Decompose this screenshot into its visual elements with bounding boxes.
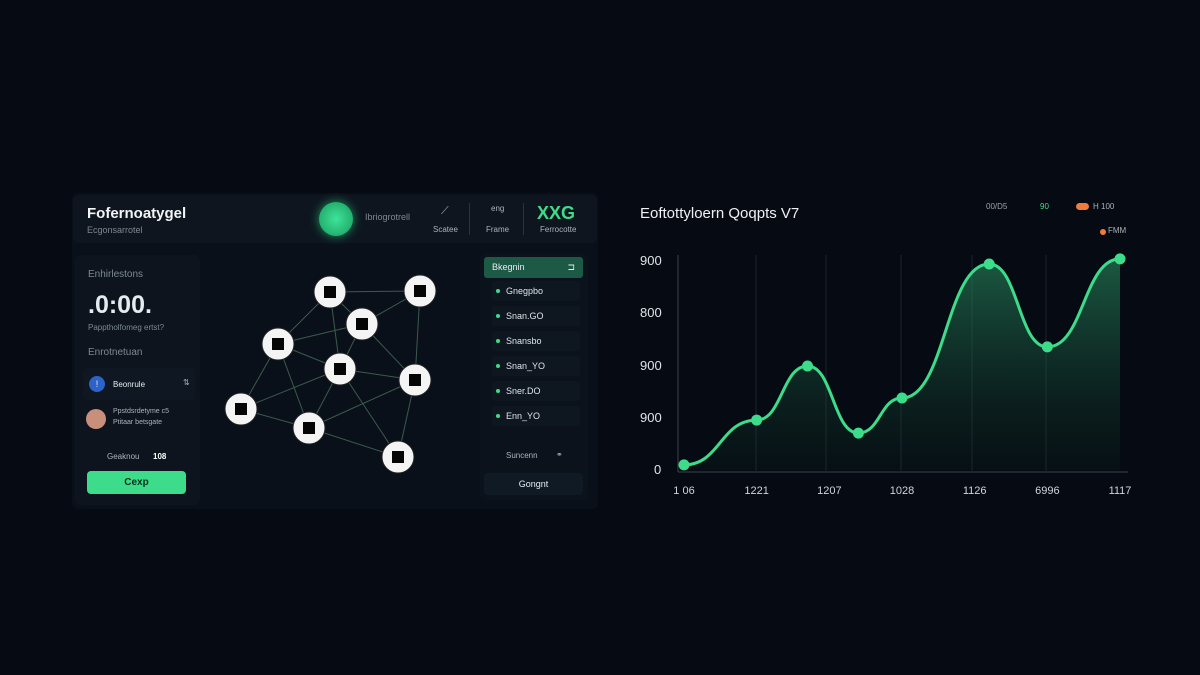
list-header[interactable]: Bkegnin ⊐ [484, 257, 583, 278]
list-item[interactable]: Snansbo [492, 331, 580, 351]
network-edge [240, 368, 341, 410]
y-tick-label: 900 [640, 253, 662, 268]
soccer-ball-icon[interactable] [292, 411, 326, 445]
legend-3: H 100 [1093, 202, 1115, 211]
timer-subtitle: Papptholfomeg ertst? [88, 323, 165, 332]
data-point[interactable] [852, 427, 864, 439]
data-point[interactable] [1114, 253, 1126, 265]
count-value: 108 [153, 452, 167, 461]
player-icon: ! [89, 376, 105, 392]
stat2-label: Frame [486, 225, 510, 234]
legend-swatch [1076, 203, 1089, 210]
xg-label: Ferrocotte [540, 225, 577, 234]
x-tick-label: 6996 [1035, 485, 1060, 497]
data-point[interactable] [751, 414, 763, 426]
divider [469, 203, 470, 235]
soccer-ball-icon[interactable] [381, 440, 415, 474]
x-tick-label: 1221 [744, 485, 769, 497]
match-card: Enhirlestons .0:00. Papptholfomeg ertst?… [75, 255, 200, 505]
footer-label: Suncenn [506, 451, 538, 460]
header-bar: Fofernoatygel Ecgonsarrotel Ibriogrotrel… [73, 195, 597, 243]
note-dot-icon [1100, 229, 1106, 235]
count-label: Geaknou [107, 452, 140, 461]
list-item-label: Snansbo [506, 336, 542, 346]
collapse-icon[interactable]: ⊐ [567, 262, 575, 272]
link-icon[interactable]: ⚭ [556, 450, 563, 459]
player-network [224, 274, 437, 474]
y-tick-label: 900 [640, 357, 662, 373]
avatar [86, 409, 106, 429]
app-title: Fofernoatygel [87, 205, 187, 222]
item2-line1: Ppstdsrdetyme c5 [113, 408, 170, 415]
soccer-ball-icon[interactable] [345, 307, 379, 341]
soccer-ball-icon[interactable] [261, 327, 295, 361]
primary-button[interactable]: Cexp [87, 471, 186, 494]
y-tick-label: 900 [640, 409, 662, 425]
legend-2: 90 [1040, 202, 1049, 211]
list-item-label: Enn_YO [506, 411, 541, 421]
team-logo-icon[interactable] [319, 202, 353, 236]
list-item-label: Snan.GO [506, 311, 544, 321]
status-dot-icon [496, 364, 500, 368]
status-dot-icon [496, 314, 500, 318]
match-timer: .0:00. [88, 291, 152, 319]
soccer-ball-icon[interactable] [403, 274, 437, 308]
list-item[interactable]: Snan.GO [492, 306, 580, 326]
status-dot-icon [496, 389, 500, 393]
area-fill [684, 258, 1120, 470]
swap-icon[interactable]: ⇅ [183, 378, 190, 387]
x-tick-label: 1028 [889, 485, 915, 497]
status-dot-icon [496, 414, 500, 418]
data-point[interactable] [678, 459, 690, 471]
legend-note: FMM [1108, 226, 1127, 235]
list-item-label: Sner.DO [506, 386, 541, 396]
list-item-label: Snan_YO [506, 361, 546, 371]
list-item[interactable]: Gnegpbo [492, 281, 580, 301]
network-edge [308, 379, 416, 429]
list-item-label: Gnegpbo [506, 286, 544, 296]
data-point[interactable] [983, 258, 995, 270]
x-tick-label: 1 06 [673, 485, 695, 497]
y-tick-label: 0 [654, 462, 662, 477]
item-label: Beonrule [113, 380, 146, 389]
data-point[interactable] [802, 360, 814, 372]
app-subtitle: Ecgonsarrotel [87, 225, 143, 235]
list-item[interactable]: Snan_YO [492, 356, 580, 376]
y-tick-label: 800 [640, 305, 662, 321]
item2-line2: Ptitaar betsgate [113, 419, 163, 426]
data-point[interactable] [1041, 341, 1053, 353]
center-label: Ibriogrotrell [365, 212, 411, 222]
x-tick-label: 1126 [962, 485, 987, 497]
soccer-ball-icon[interactable] [313, 275, 347, 309]
list-item[interactable]: ! Beonrule ⇅ [83, 368, 195, 400]
soccer-ball-icon[interactable] [398, 363, 432, 397]
x-tick-label: 1117 [1108, 485, 1132, 497]
list-header-label: Bkegnin [492, 262, 525, 272]
footer-button[interactable]: Gongnt [484, 473, 583, 495]
section-label: Enrotnetuan [88, 347, 143, 358]
chart-title: Eoftottyloern Qoqpts V7 [640, 205, 800, 222]
list-item[interactable]: Sner.DO [492, 381, 580, 401]
status-dot-icon [496, 339, 500, 343]
soccer-ball-icon[interactable] [224, 392, 258, 426]
network-edge [339, 368, 399, 458]
card-heading: Enhirlestons [88, 269, 144, 280]
x-tick-label: 1207 [817, 485, 842, 497]
soccer-ball-icon[interactable] [323, 352, 357, 386]
data-point[interactable] [896, 392, 908, 404]
options-list: Bkegnin ⊐ Gnegpbo Snan.GO Snansbo Snan_YO Sne… [480, 253, 588, 500]
legend-1: 00/D5 [986, 202, 1008, 211]
xg-value: XXG [537, 203, 576, 223]
divider [523, 203, 524, 235]
list-item[interactable]: Enn_YO [492, 406, 580, 426]
stat2-value: eng [491, 204, 505, 213]
stat1-label: Scatee [433, 225, 458, 234]
tactics-icon[interactable]: ⟋ [441, 205, 449, 217]
status-dot-icon [496, 289, 500, 293]
